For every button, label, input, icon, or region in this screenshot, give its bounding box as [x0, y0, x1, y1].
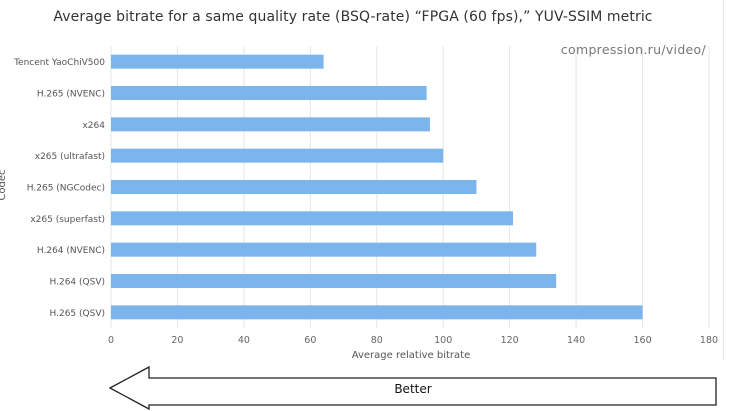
y-axis-label: Codec: [0, 169, 8, 200]
category-label: x265 (superfast): [30, 215, 105, 225]
bars: [111, 54, 643, 320]
bar[interactable]: [111, 274, 557, 288]
category-label: H.264 (QSV): [50, 278, 106, 288]
better-arrow-icon: Better: [108, 365, 717, 411]
x-tick-label: 80: [371, 335, 383, 346]
bar[interactable]: [111, 242, 537, 257]
category-label: H.265 (NGCodec): [27, 184, 105, 194]
x-tick-label: 60: [304, 335, 316, 346]
category-label: H.264 (NVENC): [37, 246, 105, 256]
category-label: H.265 (NVENC): [37, 90, 105, 100]
category-label: Tencent YaoChiV500: [13, 58, 105, 68]
bar[interactable]: [111, 180, 477, 194]
bar[interactable]: [111, 117, 430, 132]
x-tick-labels: 0 20 40 60 80 100 120 140 160 180: [108, 335, 718, 346]
x-tick-label: 120: [501, 335, 519, 346]
better-label: Better: [394, 382, 431, 396]
x-tick-label: 100: [434, 335, 452, 346]
bar[interactable]: [111, 211, 513, 226]
bar[interactable]: [111, 305, 643, 320]
bar[interactable]: [111, 54, 324, 69]
x-tick-label: 20: [171, 335, 183, 346]
x-tick-label: 40: [238, 335, 250, 346]
x-tick-label: 140: [567, 335, 585, 346]
watermark: compression.ru/video/: [560, 42, 706, 57]
chart-title: Average bitrate for a same quality rate …: [53, 9, 653, 25]
category-labels: Tencent YaoChiV500 H.265 (NVENC) x264 x265 …: [13, 58, 105, 319]
bar-chart: Tencent YaoChiV500 H.265 (NVENC) x264 x265 …: [0, 46, 718, 361]
bar[interactable]: [111, 148, 444, 163]
x-tick-label: 180: [700, 335, 718, 346]
frame-border: [723, 0, 724, 360]
category-label: H.265 (QSV): [50, 309, 106, 319]
x-tick-label: 160: [633, 335, 651, 346]
x-tick-label: 0: [108, 335, 114, 346]
bar[interactable]: [111, 86, 427, 100]
category-label: x265 (ultrafast): [35, 152, 105, 162]
x-axis-label: Average relative bitrate: [352, 350, 471, 361]
category-label: x264: [82, 121, 105, 131]
